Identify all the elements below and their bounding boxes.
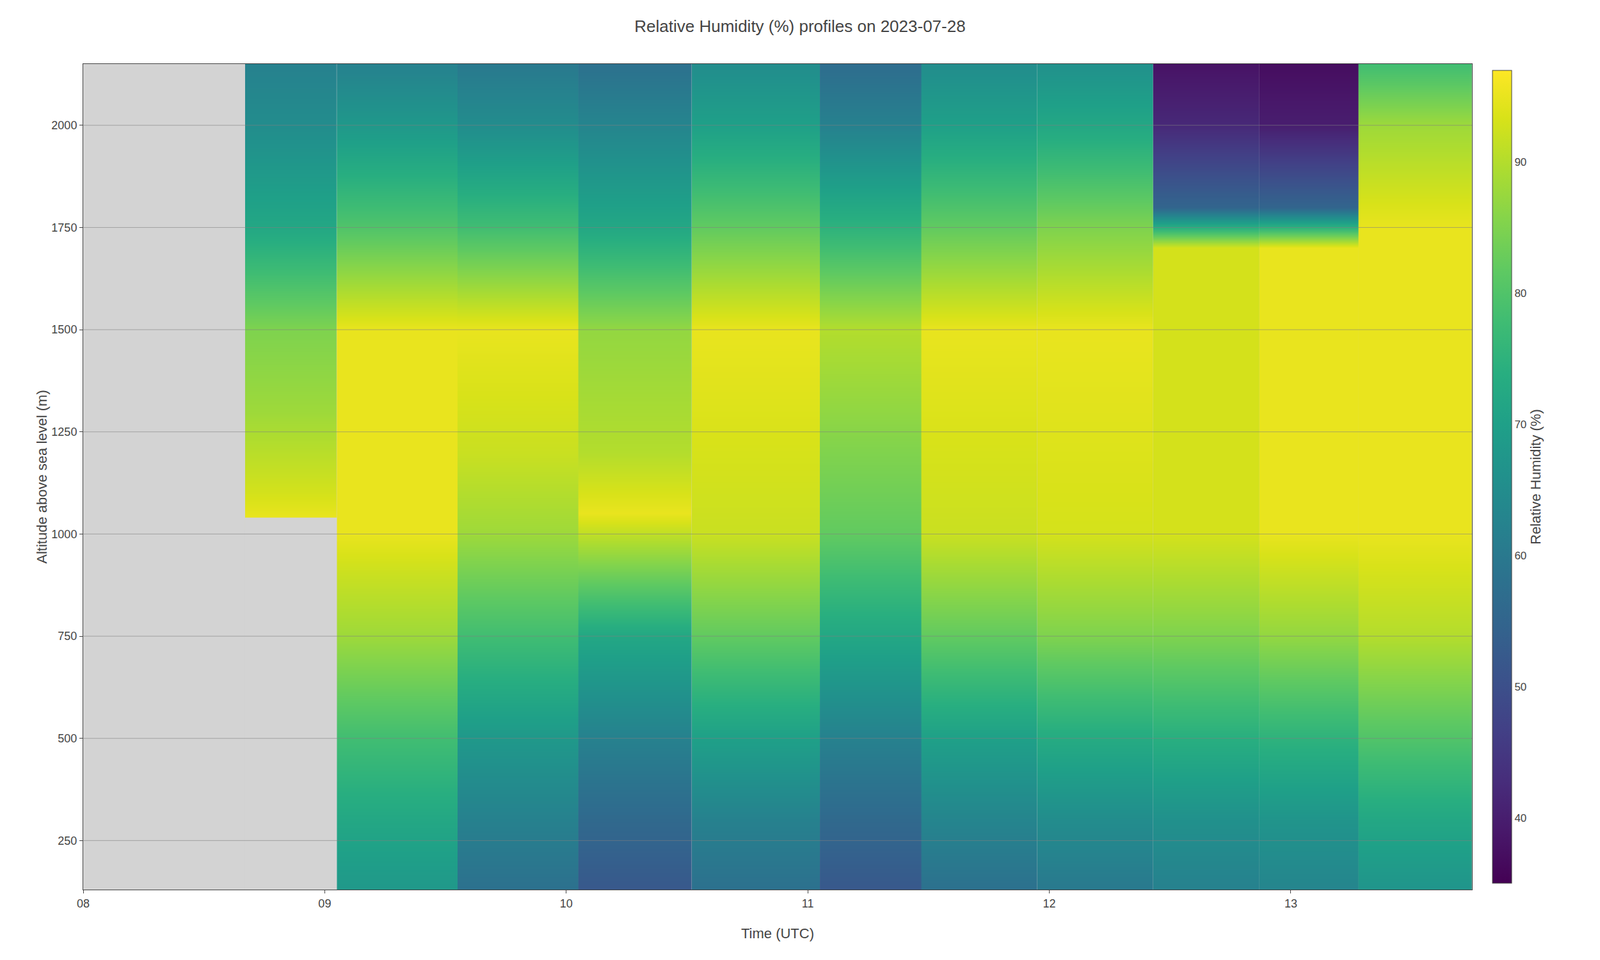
svg-text:Relative Humidity (%) profiles: Relative Humidity (%) profiles on 2023-0… (634, 16, 966, 36)
svg-text:2000: 2000 (51, 119, 77, 132)
svg-text:1000: 1000 (51, 528, 77, 541)
svg-text:70: 70 (1514, 418, 1527, 431)
svg-text:09: 09 (318, 897, 331, 911)
svg-text:10: 10 (560, 897, 573, 911)
svg-text:90: 90 (1514, 156, 1527, 169)
svg-text:750: 750 (57, 629, 77, 643)
svg-text:Relative Humidity (%): Relative Humidity (%) (1527, 408, 1544, 545)
svg-text:500: 500 (57, 732, 77, 745)
svg-text:1500: 1500 (51, 323, 77, 336)
svg-text:40: 40 (1514, 812, 1527, 825)
svg-text:1250: 1250 (51, 425, 77, 439)
svg-text:250: 250 (57, 834, 77, 848)
svg-text:Time (UTC): Time (UTC) (741, 925, 815, 942)
svg-text:Altitude above sea level (m): Altitude above sea level (m) (33, 389, 50, 564)
svg-text:12: 12 (1043, 897, 1056, 911)
svg-text:80: 80 (1514, 287, 1527, 300)
svg-text:60: 60 (1514, 549, 1527, 562)
svg-text:1750: 1750 (51, 221, 77, 235)
svg-text:13: 13 (1284, 897, 1298, 911)
svg-text:11: 11 (801, 897, 815, 911)
svg-text:50: 50 (1514, 680, 1527, 694)
svg-text:08: 08 (76, 897, 90, 911)
